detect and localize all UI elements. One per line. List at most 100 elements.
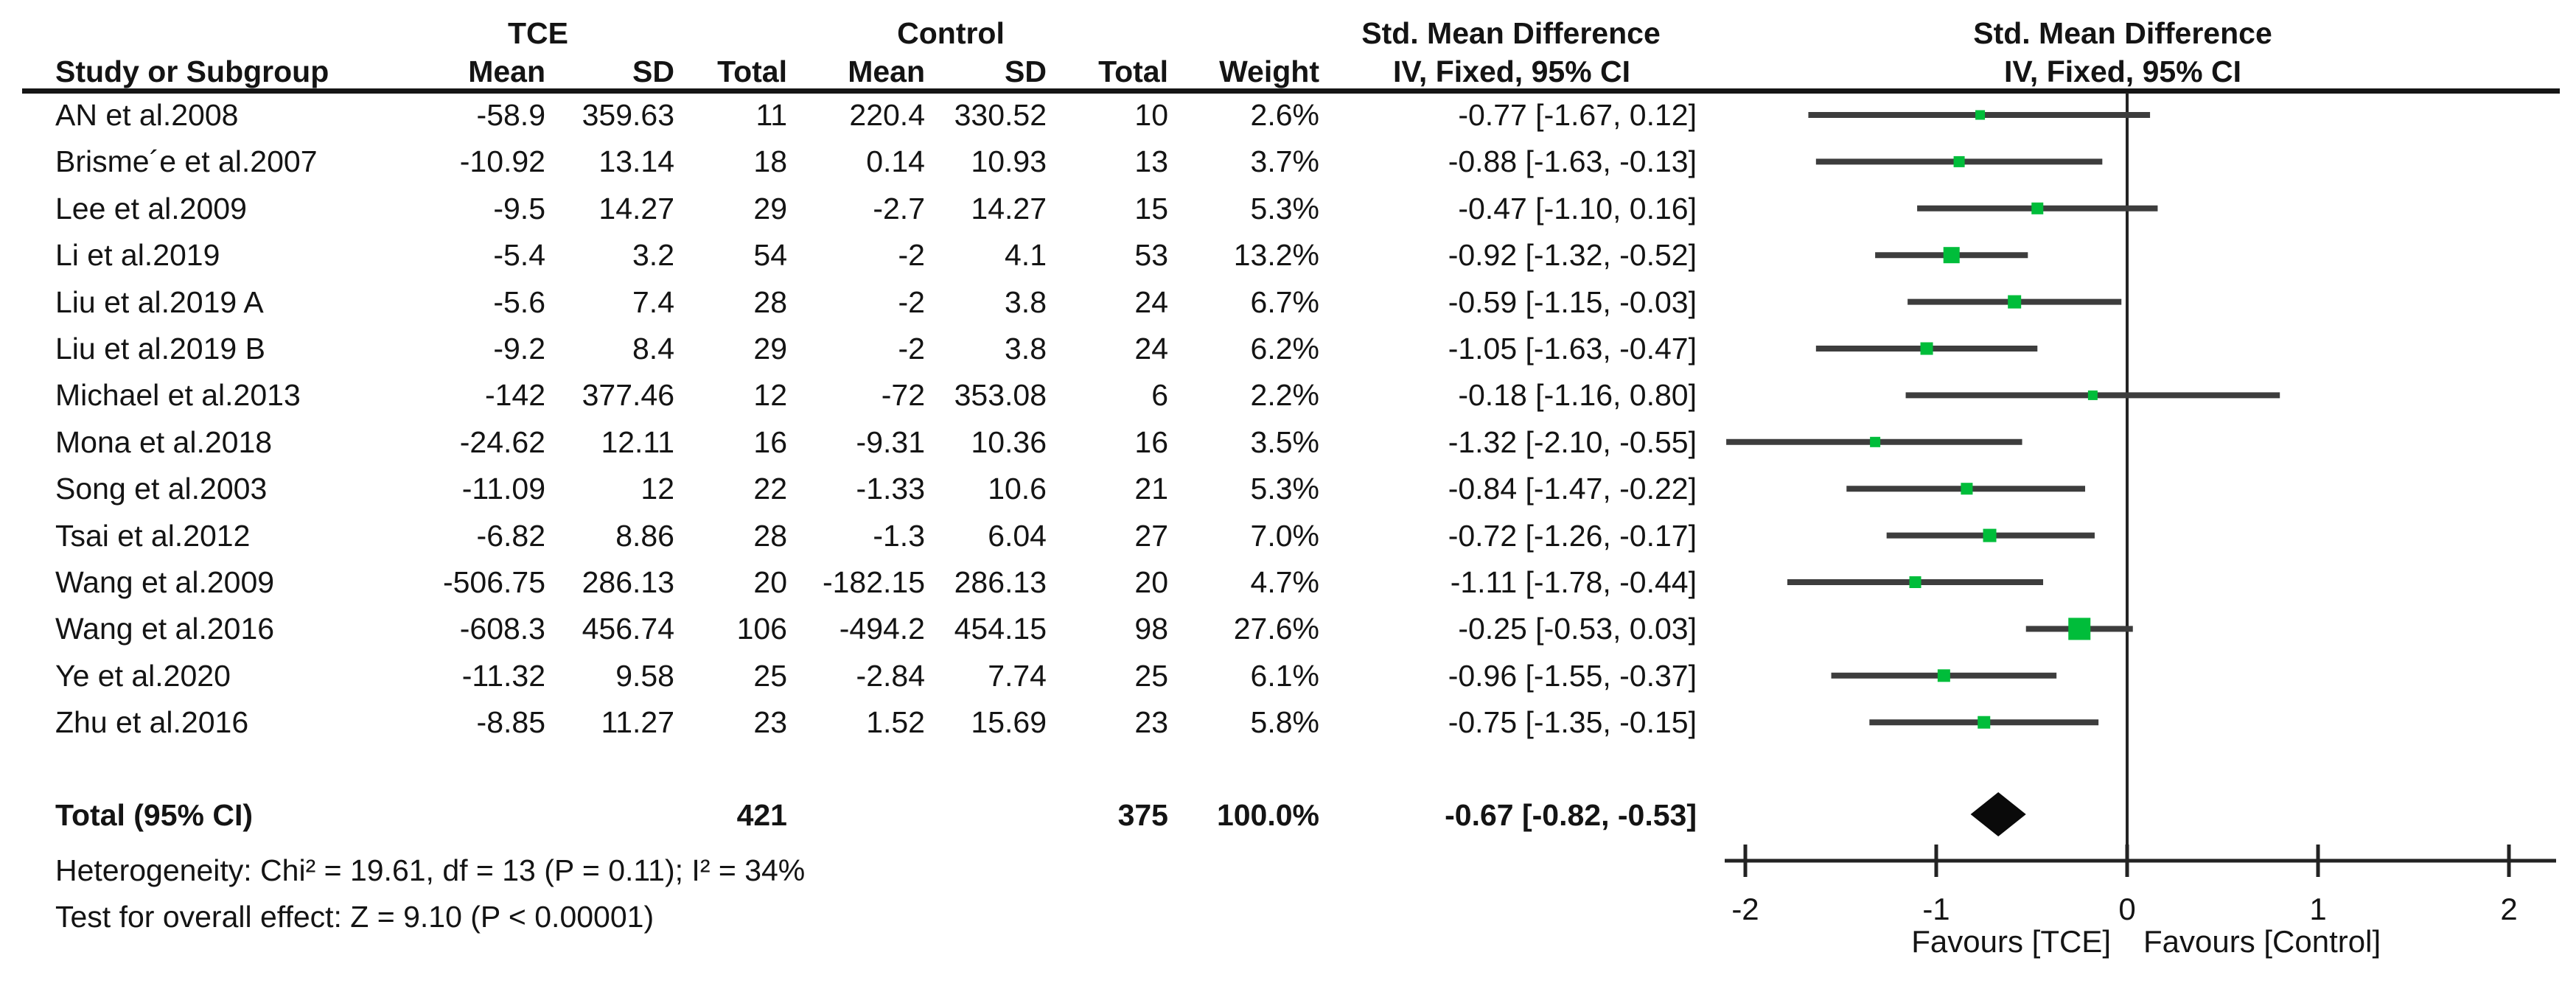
ci-label-cell: -0.18 [-1.16, 0.80] — [1458, 378, 1697, 413]
ci-label-cell: -0.96 [-1.55, -0.37] — [1448, 658, 1697, 693]
ci-label-cell: -0.84 [-1.47, -0.22] — [1448, 472, 1697, 506]
study-row: Michael et al.2013 -142 377.46 12 -72 353.08 6… — [0, 375, 1710, 415]
ci-label-cell: -0.77 [-1.67, 0.12] — [1458, 98, 1697, 132]
control-total-cell: 53 — [1134, 238, 1168, 273]
weight-cell: 4.7% — [1250, 565, 1319, 599]
control-sd-cell: 14.27 — [971, 191, 1047, 225]
study-name-cell: Liu et al.2019 B — [55, 332, 265, 366]
effect-square — [1975, 110, 1986, 120]
overall-effect-text: Test for overall effect: Z = 9.10 (P < 0… — [55, 900, 655, 934]
tce-sd-cell: 286.13 — [582, 565, 674, 599]
study-name-cell: Liu et al.2019 A — [55, 284, 264, 319]
weight-cell: 5.8% — [1250, 705, 1319, 740]
control-sd-cell: 15.69 — [971, 705, 1047, 740]
tce-sd-cell: 3.2 — [632, 238, 674, 273]
tce-sd-cell: 8.4 — [632, 332, 674, 366]
control-mean-cell: 0.14 — [866, 144, 925, 179]
axis-tick-label: -2 — [1731, 892, 1759, 926]
ci-label-cell: -0.88 [-1.63, -0.13] — [1448, 144, 1697, 179]
tce-sd-cell: 13.14 — [598, 144, 674, 179]
study-row: Ye et al.2020 -11.32 9.58 25 -2.84 7.74 25 6.1%… — [0, 656, 1710, 696]
effect-square — [1909, 576, 1921, 588]
ci-label-cell: -0.92 [-1.32, -0.52] — [1448, 238, 1697, 273]
study-name-cell: Zhu et al.2016 — [55, 705, 249, 740]
effect-square — [2008, 295, 2022, 309]
total-ci-label: -0.67 [-0.82, -0.53] — [1445, 798, 1697, 832]
control-sd-cell: 10.6 — [988, 472, 1047, 506]
ci-label-cell: -0.75 [-1.35, -0.15] — [1448, 705, 1697, 740]
favours-right-label: Favours [Control] — [2143, 924, 2381, 959]
tce-mean-header: Mean — [468, 55, 545, 88]
control-sd-cell: 353.08 — [954, 378, 1047, 413]
ci-label-cell: -0.25 [-0.53, 0.03] — [1458, 612, 1697, 646]
ci-label-cell: -0.72 [-1.26, -0.17] — [1448, 518, 1697, 553]
study-name-cell: Tsai et al.2012 — [55, 518, 251, 553]
control-total-header: Total — [1098, 55, 1168, 88]
total-diamond — [1970, 792, 2026, 836]
weight-cell: 5.3% — [1250, 191, 1319, 225]
effect-square — [1937, 669, 1950, 682]
control-total-cell: 27 — [1134, 518, 1168, 553]
tce-total-cell: 23 — [753, 705, 787, 740]
tce-group-header: TCE — [508, 16, 568, 50]
axis-tick-label: 2 — [2500, 892, 2517, 926]
control-mean-cell: -2 — [898, 284, 925, 319]
tce-mean-cell: -506.75 — [442, 565, 545, 599]
control-group-header: Control — [897, 16, 1005, 50]
total-label: Total (95% CI) — [55, 798, 254, 832]
control-total-cell: 21 — [1134, 472, 1168, 506]
study-name-cell: Wang et al.2016 — [55, 612, 275, 646]
weight-cell: 2.2% — [1250, 378, 1319, 413]
weight-cell: 6.2% — [1250, 332, 1319, 366]
tce-total-cell: 22 — [753, 472, 787, 506]
tce-sd-cell: 7.4 — [632, 284, 674, 319]
tce-mean-cell: -11.32 — [461, 658, 545, 693]
control-total-cell: 15 — [1134, 191, 1168, 225]
weight-cell: 6.1% — [1250, 658, 1319, 693]
control-total-cell: 24 — [1134, 284, 1168, 319]
tce-sd-cell: 8.86 — [615, 518, 674, 553]
study-row: Mona et al.2018 -24.62 12.11 16 -9.31 10.36 16… — [0, 422, 1710, 462]
control-sd-cell: 3.8 — [1005, 284, 1047, 319]
total-tce-n: 421 — [736, 798, 787, 832]
tce-mean-cell: -10.92 — [459, 144, 545, 179]
tce-sd-cell: 359.63 — [582, 98, 674, 132]
tce-total-cell: 18 — [753, 144, 787, 179]
study-row: Tsai et al.2012 -6.82 8.86 28 -1.3 6.04 27 7.0%… — [0, 516, 1710, 556]
control-mean-cell: -2 — [898, 238, 925, 273]
effect-square — [1978, 716, 1991, 729]
control-mean-header: Mean — [848, 55, 925, 88]
effect-square — [1943, 247, 1960, 264]
control-total-cell: 98 — [1134, 612, 1168, 646]
effect-square — [1920, 342, 1933, 355]
tce-sd-cell: 456.74 — [582, 612, 674, 646]
study-name-cell: Li et al.2019 — [55, 238, 220, 273]
effect-square — [2087, 390, 2098, 400]
control-total-cell: 20 — [1134, 565, 1168, 599]
tce-total-cell: 54 — [753, 238, 787, 273]
study-row: Li et al.2019 -5.4 3.2 54 -2 4.1 53 13.2% -0.92 … — [0, 235, 1710, 275]
study-row: Liu et al.2019 B -9.2 8.4 29 -2 3.8 24 6.2% -1.0… — [0, 329, 1710, 368]
control-mean-cell: -2.84 — [856, 658, 925, 693]
control-mean-cell: -72 — [881, 378, 925, 413]
tce-mean-cell: -608.3 — [459, 612, 545, 646]
study-name-cell: Mona et al.2018 — [55, 424, 273, 459]
weight-cell: 6.7% — [1250, 284, 1319, 319]
tce-mean-cell: -9.2 — [493, 332, 545, 366]
tce-total-cell: 20 — [753, 565, 787, 599]
control-sd-cell: 454.15 — [954, 612, 1047, 646]
weight-cell: 13.2% — [1233, 238, 1319, 273]
study-name-cell: Lee et al.2009 — [55, 191, 247, 225]
control-total-cell: 23 — [1134, 705, 1168, 740]
control-sd-cell: 10.36 — [971, 424, 1047, 459]
header-group-row: TCE Control Std. Mean Difference Std. Me… — [0, 13, 2272, 53]
weight-cell: 7.0% — [1250, 518, 1319, 553]
heterogeneity-text: Heterogeneity: Chi² = 19.61, df = 13 (P … — [55, 853, 806, 887]
study-row: Wang et al.2009 -506.75 286.13 20 -182.15 286… — [0, 562, 1710, 602]
control-sd-header: SD — [1005, 55, 1047, 88]
tce-total-cell: 12 — [753, 378, 787, 413]
axis-tick-label: 1 — [2309, 892, 2326, 926]
weight-cell: 2.6% — [1250, 98, 1319, 132]
axis-tick-label: 0 — [2118, 892, 2135, 926]
